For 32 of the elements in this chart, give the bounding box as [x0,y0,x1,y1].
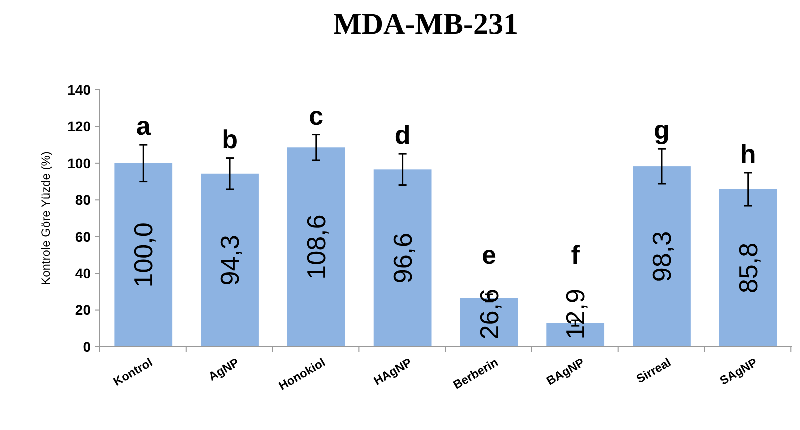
y-tick-label: 120 [68,118,92,135]
y-tick-label: 60 [75,228,92,245]
data-label: 96,6 [388,233,418,284]
bar [287,148,346,347]
y-tick-label: 40 [75,265,92,282]
annotation: f [571,240,580,270]
y-tick-label: 20 [75,302,92,318]
chart-title: MDA-MB-231 [334,8,518,41]
annotation: e [482,240,496,270]
y-tick-label: 100 [68,155,92,172]
bar [201,174,259,347]
data-label: 94,3 [215,235,246,286]
bar [374,170,432,347]
y-axis-title: Kontrole Göre Yüzde (%) [39,152,53,286]
data-label: 26,6 [474,289,504,340]
annotation: b [222,124,238,154]
annotation: d [394,120,411,150]
annotation: a [136,111,152,142]
data-label: 85,8 [733,242,764,294]
bar [633,166,691,347]
data-label: 12,9 [560,289,591,340]
bar [114,163,173,347]
y-tick-label: 80 [75,192,92,208]
data-label: 108,6 [302,214,332,280]
bar [719,189,778,347]
annotation: g [654,115,670,146]
y-tick-label: 0 [83,338,92,355]
y-tick-label: 140 [68,82,92,98]
annotation: h [740,138,756,169]
data-label: 100,0 [128,222,159,288]
annotation: c [309,100,324,131]
data-label: 98,3 [647,231,678,282]
